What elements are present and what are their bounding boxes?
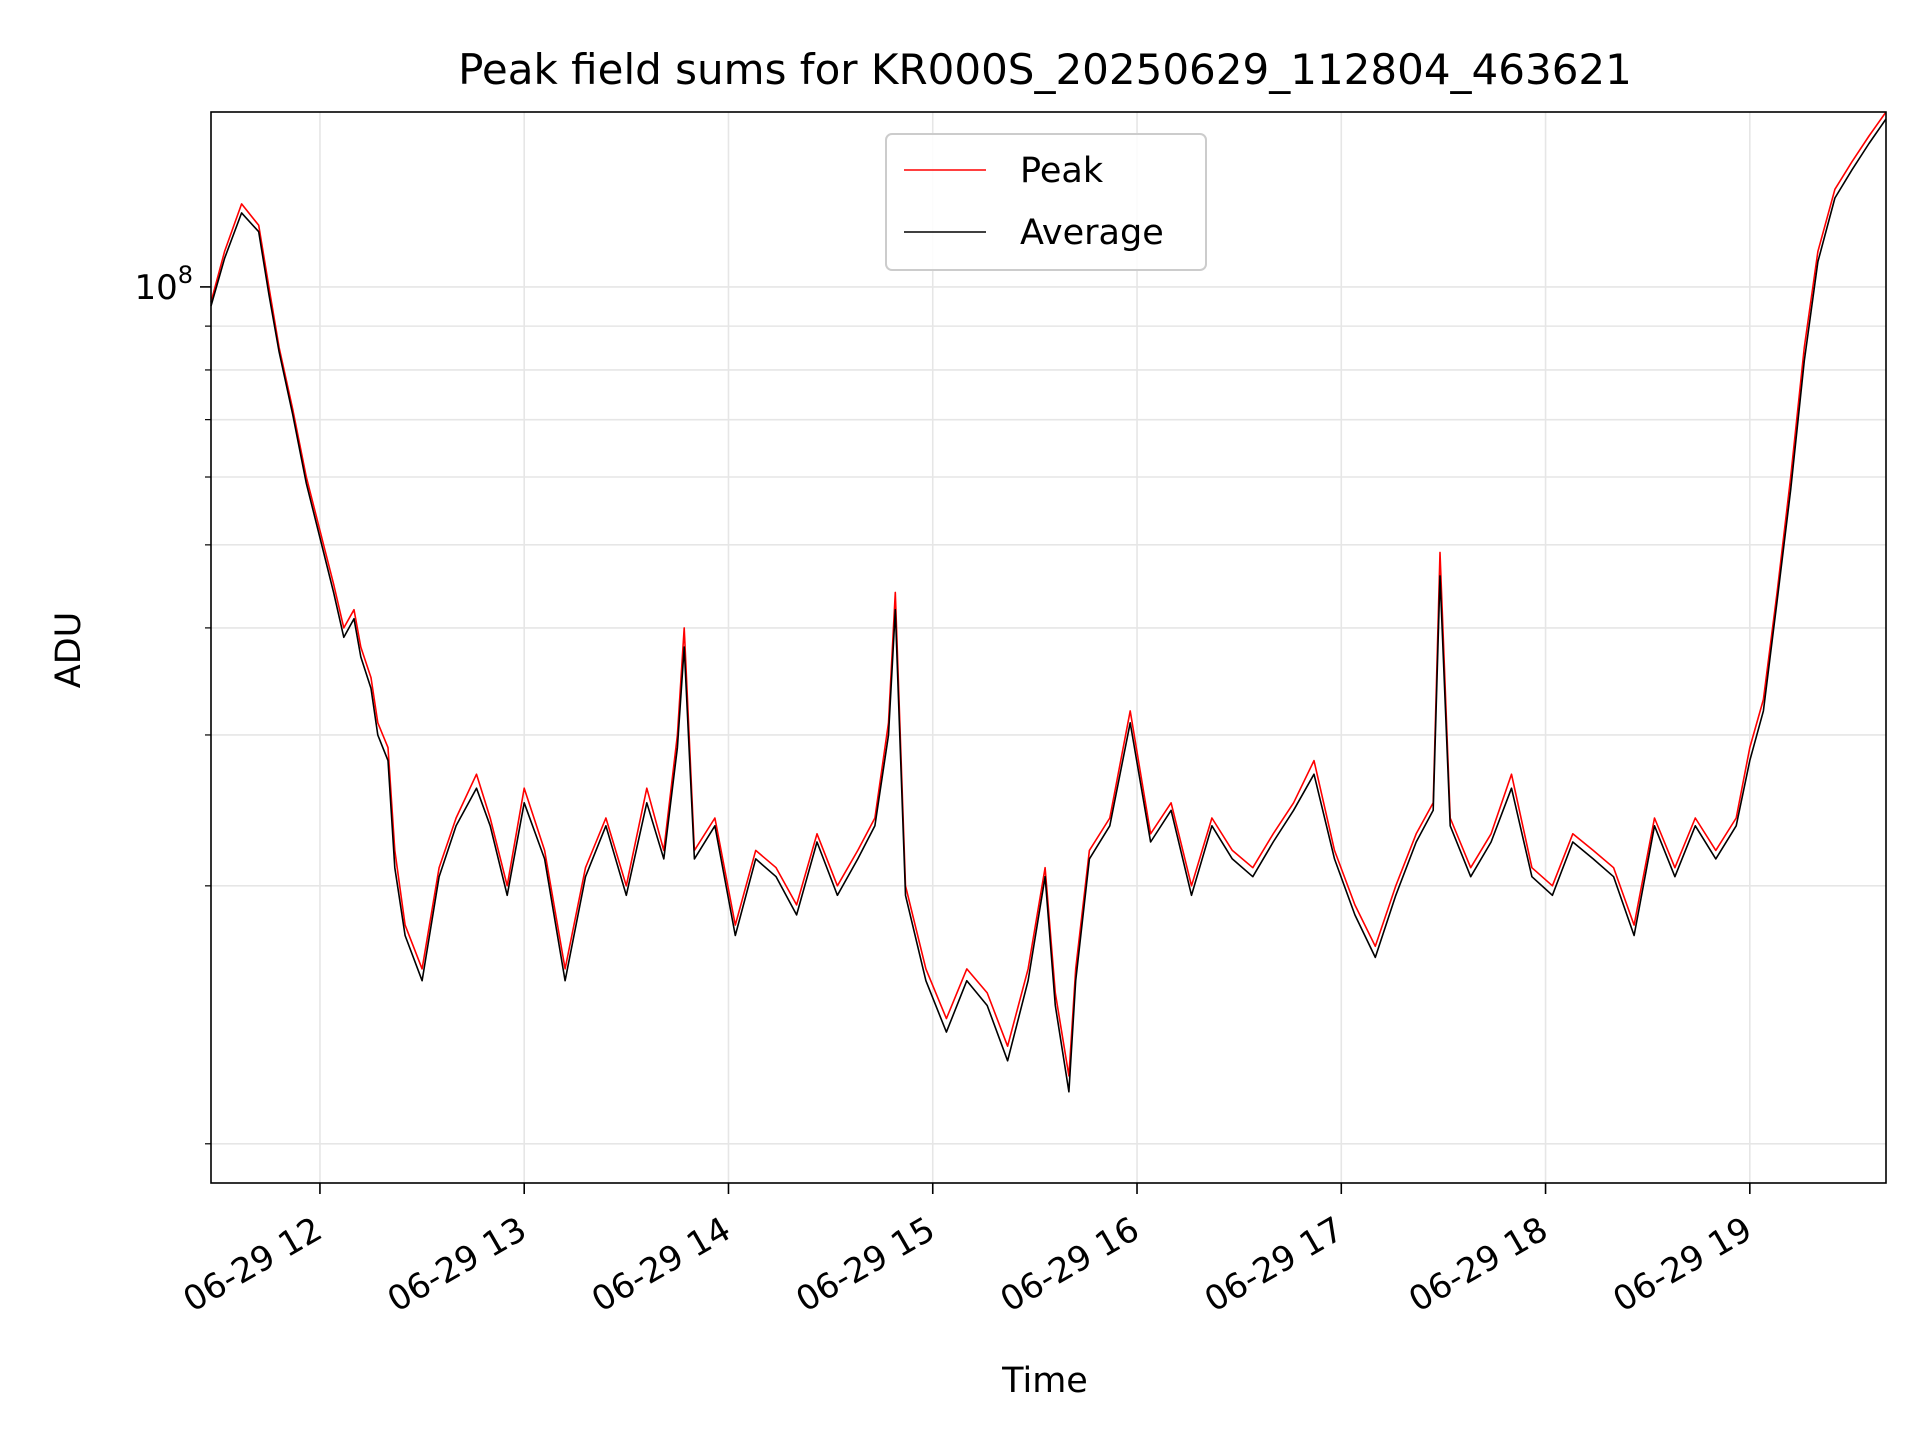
series-layer xyxy=(210,111,1887,1093)
x-axis-label: Time xyxy=(1001,1361,1088,1401)
grid-layer xyxy=(211,112,1886,1183)
chart-title: Peak field sums for KR000S_20250629_1128… xyxy=(458,45,1632,94)
legend: Peak Average xyxy=(885,133,1207,271)
y-tick-label: 108 xyxy=(134,261,193,308)
series-line-average xyxy=(210,118,1887,1093)
legend-box xyxy=(885,133,1207,271)
legend-label-average: Average xyxy=(1020,213,1164,253)
series-line-peak xyxy=(210,111,1887,1077)
legend-label-peak: Peak xyxy=(1020,151,1104,191)
plot-frame xyxy=(210,111,1887,1184)
y-axis-label: ADU xyxy=(49,612,89,689)
